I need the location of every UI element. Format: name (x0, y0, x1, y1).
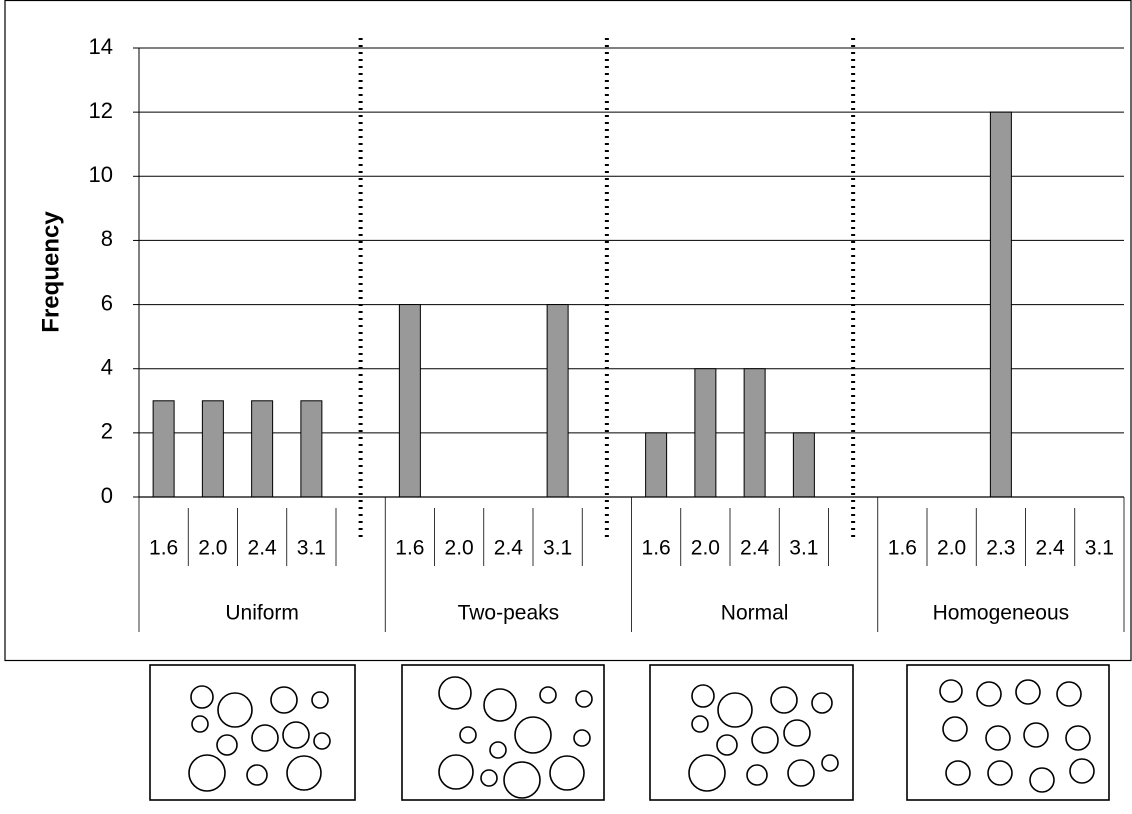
x-tick-label: 2.4 (1036, 537, 1066, 560)
x-tick-label: 3.1 (297, 537, 326, 560)
x-tick-label: 3.1 (789, 537, 818, 560)
x-tick-label: 2.4 (248, 537, 278, 560)
bar (201, 400, 224, 498)
x-tick-label: 2.3 (986, 537, 1015, 560)
bar (792, 432, 815, 498)
illustration (401, 664, 605, 801)
x-tick-label: 3.1 (1085, 537, 1114, 560)
x-tick-label: 3.1 (543, 537, 572, 560)
x-tick-label: 2.4 (740, 537, 770, 560)
group-label: Two-peaks (458, 602, 560, 625)
group-label: Normal (721, 602, 789, 625)
x-tick-label: 2.4 (494, 537, 524, 560)
y-tick-label: 10 (89, 162, 113, 187)
y-tick-label: 12 (89, 98, 113, 123)
x-tick-label: 1.6 (888, 537, 917, 560)
y-axis-label: Frequency (37, 211, 64, 333)
group-label: Homogeneous (933, 602, 1070, 625)
bar (152, 400, 175, 498)
bar (398, 304, 421, 498)
x-tick-label: 1.6 (395, 537, 424, 560)
illustration (649, 664, 854, 801)
x-tick-label: 1.6 (149, 537, 178, 560)
illustration (906, 664, 1110, 801)
illustration (149, 664, 356, 801)
group-label: Uniform (225, 602, 299, 625)
x-tick-label: 2.0 (198, 537, 227, 560)
bar (989, 111, 1012, 498)
bar (251, 400, 274, 498)
x-tick-label: 1.6 (642, 537, 671, 560)
y-tick-label: 0 (101, 483, 113, 508)
x-tick-label: 2.0 (937, 537, 966, 560)
y-tick-label: 14 (89, 34, 113, 59)
y-tick-label: 6 (101, 290, 113, 315)
x-tick-label: 2.0 (445, 537, 474, 560)
x-tick-label: 2.0 (691, 537, 720, 560)
bar (743, 368, 766, 498)
bar (546, 304, 569, 498)
y-tick-label: 2 (101, 419, 113, 444)
bar (694, 368, 717, 498)
y-tick-label: 4 (101, 355, 113, 380)
y-tick-label: 8 (101, 226, 113, 251)
bar (645, 432, 668, 498)
bar (300, 400, 323, 498)
